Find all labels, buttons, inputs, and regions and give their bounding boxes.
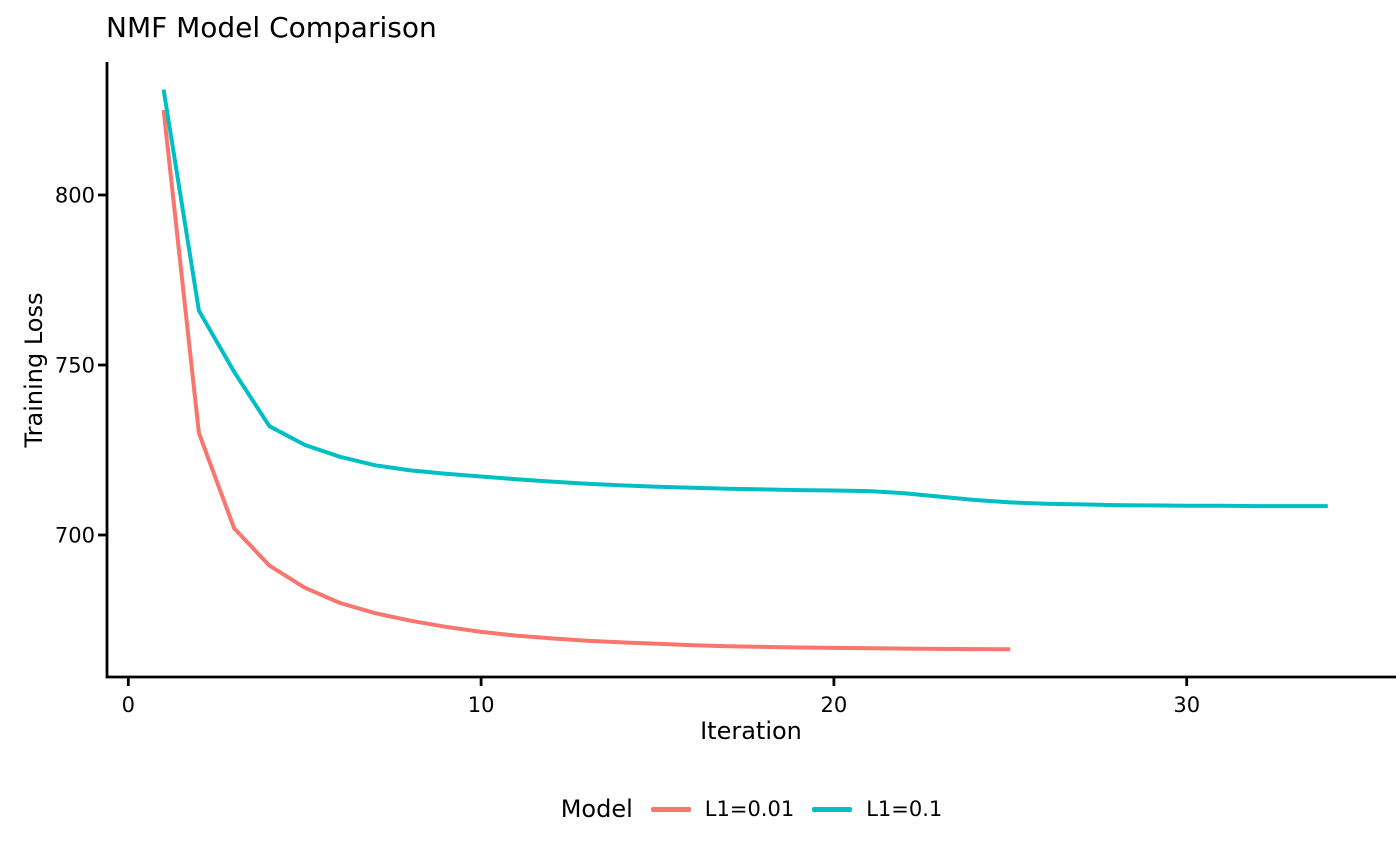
legend-label-l1-001: L1=0.01 xyxy=(704,797,795,821)
y-tick-label: 800 xyxy=(55,184,95,208)
legend-label-l1-01: L1=0.1 xyxy=(866,797,943,821)
x-axis-title: Iteration xyxy=(700,717,802,745)
legend-title: Model xyxy=(560,795,633,823)
x-tick-group: 0 10 20 30 xyxy=(122,677,1200,717)
chart-title: NMF Model Comparison xyxy=(106,11,437,44)
legend-swatch-l1-001 xyxy=(650,806,691,812)
legend: Model L1=0.01 L1=0.1 xyxy=(107,795,1396,823)
y-tick-group: 700 750 800 xyxy=(55,184,107,548)
x-tick-label: 20 xyxy=(821,693,848,717)
series-line-l1-001 xyxy=(161,109,1011,652)
legend-item: L1=0.1 xyxy=(812,797,942,821)
legend-item: L1=0.01 xyxy=(650,797,795,821)
y-tick-label: 700 xyxy=(55,524,95,548)
y-tick-label: 750 xyxy=(55,354,95,378)
legend-swatch-l1-01 xyxy=(812,806,853,812)
x-tick-label: 10 xyxy=(468,693,495,717)
x-tick-label: 0 xyxy=(122,693,135,717)
axis-frame xyxy=(105,62,1396,679)
x-tick-label: 30 xyxy=(1173,693,1200,717)
series-line-l1-01 xyxy=(161,89,1328,509)
